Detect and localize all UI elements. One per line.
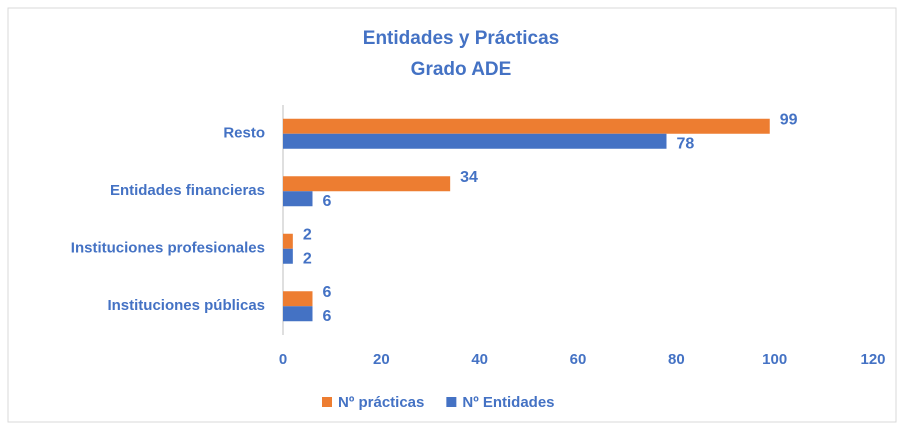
y-tick-label: Resto	[223, 125, 265, 142]
bar	[283, 306, 313, 322]
x-tick-label: 100	[762, 351, 787, 368]
y-tick-label: Instituciones profesionales	[71, 240, 265, 257]
legend-swatch	[446, 397, 457, 407]
bar	[283, 233, 293, 249]
data-label: 2	[303, 226, 312, 243]
y-tick-label: Instituciones públicas	[107, 297, 265, 314]
bar	[283, 176, 451, 192]
bar	[283, 133, 667, 149]
bar	[283, 291, 313, 307]
x-tick-label: 0	[279, 351, 287, 368]
data-label: 6	[323, 284, 332, 301]
legend-label: Nº prácticas	[338, 394, 424, 411]
chart-frame	[7, 7, 897, 423]
y-tick-label: Entidades financieras	[110, 182, 265, 199]
x-tick-label: 20	[373, 351, 390, 368]
x-tick-label: 120	[860, 351, 885, 368]
data-label: 99	[780, 111, 798, 128]
x-tick-label: 40	[471, 351, 488, 368]
data-label: 6	[323, 308, 332, 325]
data-label: 78	[677, 135, 695, 152]
legend-swatch	[322, 397, 332, 407]
legend-label: Nº Entidades	[462, 394, 554, 411]
bar	[283, 248, 293, 264]
chart-subtitle: Grado ADE	[411, 59, 512, 80]
chart-title: Entidades y Prácticas	[363, 28, 559, 49]
data-label: 6	[323, 193, 332, 210]
bar	[283, 191, 313, 207]
bar	[283, 118, 770, 134]
data-label: 34	[460, 169, 478, 186]
x-tick-label: 80	[668, 351, 685, 368]
data-label: 2	[303, 250, 312, 267]
x-tick-label: 60	[570, 351, 587, 368]
